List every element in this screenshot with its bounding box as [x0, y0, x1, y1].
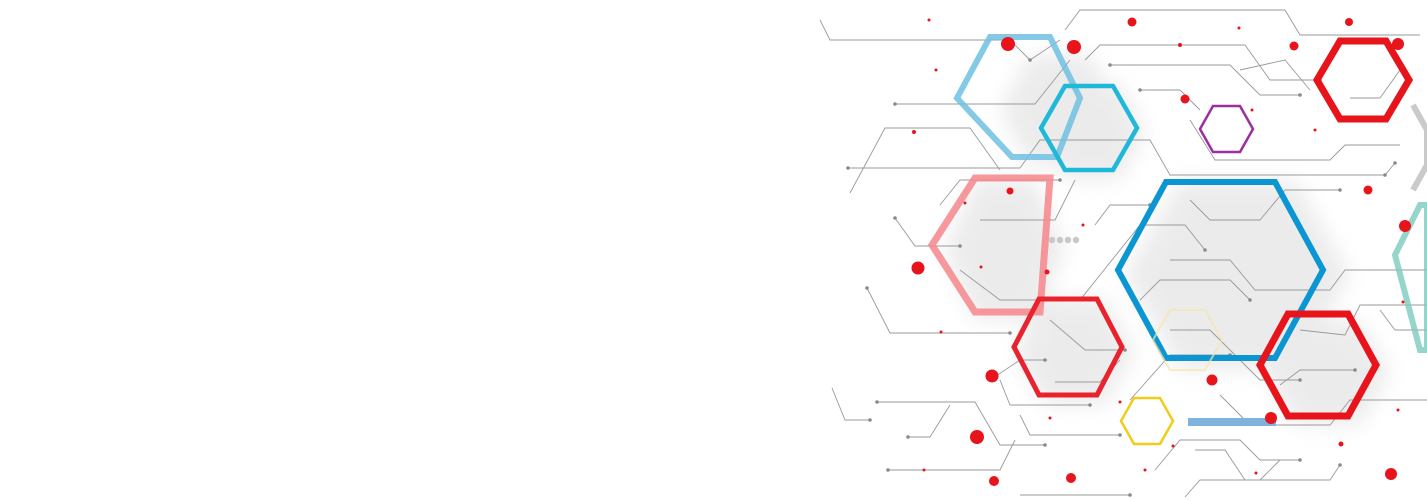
- cyan-hexagon: [1038, 83, 1140, 173]
- hexagon-shadows: [945, 55, 1390, 425]
- faint-yellow-hexagon: [1151, 309, 1224, 371]
- red-dots: [911, 17, 1411, 486]
- light-red-hexagon: [927, 174, 1054, 316]
- dot-row: [1048, 236, 1080, 244]
- teal-hexagon: [1391, 202, 1427, 353]
- red-hexagon-bottom-right: [1256, 310, 1380, 420]
- blue-bar: [1188, 418, 1276, 426]
- gray-hexagon-edge: [1410, 103, 1427, 192]
- hexagons: [927, 34, 1427, 446]
- circuit-lines: [819, 9, 1427, 498]
- red-hexagon-top-right: [1312, 37, 1414, 123]
- blank-copy-space: [0, 0, 800, 501]
- yellow-hexagon: [1119, 396, 1175, 446]
- red-hexagon-center: [1011, 296, 1125, 398]
- purple-hexagon: [1198, 104, 1255, 154]
- large-blue-hexagon: [1114, 179, 1327, 361]
